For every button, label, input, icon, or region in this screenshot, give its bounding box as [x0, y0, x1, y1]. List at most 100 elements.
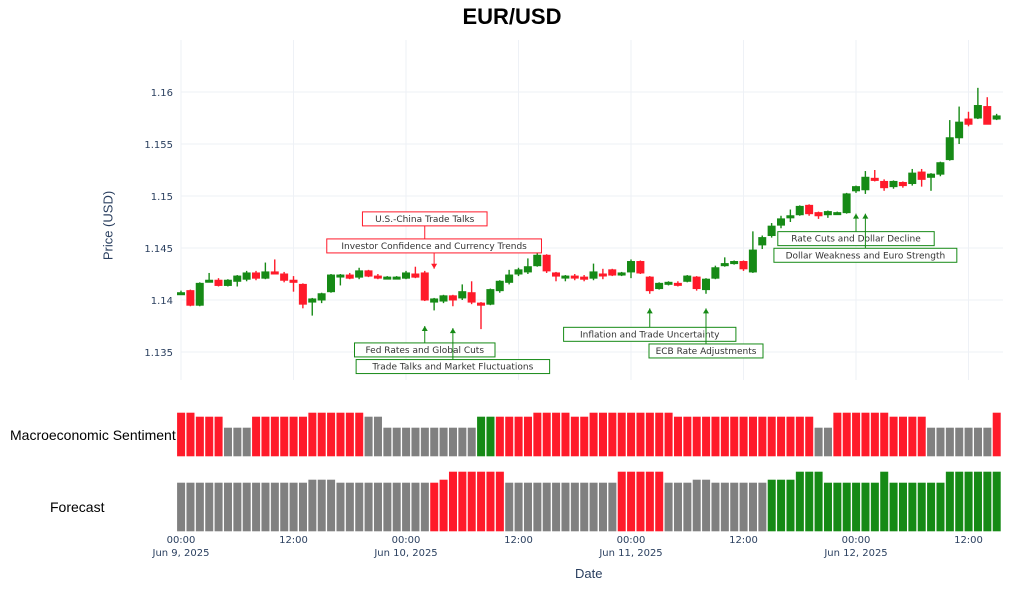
forecast-bar [805, 471, 814, 532]
candle-body [186, 290, 195, 306]
sentiment-bar [861, 412, 870, 457]
annotation-arrowhead-icon [703, 308, 709, 314]
candle [177, 290, 185, 296]
annotation-box [361, 211, 488, 227]
candle-body [458, 291, 467, 299]
sentiment-bar [392, 427, 401, 457]
candle [542, 254, 551, 273]
x-tick-label: 00:00 [617, 535, 646, 546]
candle-body [739, 261, 748, 270]
candle [355, 267, 364, 280]
forecast-bar [570, 482, 579, 532]
candle-body [720, 263, 729, 267]
candle [842, 192, 851, 214]
forecast-bar [645, 471, 654, 532]
candle-body [177, 292, 185, 296]
forecast-bar [439, 479, 448, 532]
sentiment-bar [823, 427, 832, 457]
candle [711, 265, 720, 280]
annotation-box [648, 343, 764, 359]
forecast-bar [983, 471, 992, 532]
candle-body [908, 172, 917, 185]
candle [439, 294, 448, 304]
candle [570, 274, 579, 281]
forecast-bar [795, 471, 804, 532]
sentiment-bar [252, 416, 261, 457]
forecast-row-label: Forecast [50, 499, 105, 515]
forecast-bar [392, 482, 401, 532]
candle [730, 260, 739, 265]
forecast-bar [270, 482, 279, 532]
forecast-bar [814, 471, 823, 532]
sentiment-bar [383, 427, 392, 457]
sentiment-bar [467, 427, 476, 457]
forecast-bar [870, 482, 879, 532]
sentiment-bar [908, 416, 917, 457]
y-tick-label: 1.145 [144, 244, 173, 255]
sentiment-bar [711, 416, 720, 457]
forecast-bar [205, 482, 214, 532]
candle-body [533, 254, 542, 267]
candle-body [505, 274, 514, 283]
x-tick-label: 00:00 [167, 535, 196, 546]
candle-body [430, 298, 439, 303]
sentiment-bar [486, 416, 495, 457]
candle-body [692, 276, 701, 290]
candle [739, 260, 748, 271]
sentiment-bar [964, 427, 973, 457]
candle-body [570, 275, 579, 279]
forecast-bar [308, 479, 317, 532]
candle [823, 210, 832, 218]
candle [514, 267, 523, 277]
sentiment-bar [992, 412, 1001, 457]
x-tick-date: Jun 11, 2025 [598, 548, 662, 559]
candle-body [880, 180, 889, 189]
sentiment-bar [936, 427, 945, 457]
candle-body [861, 176, 870, 191]
candle-body [777, 218, 785, 226]
candle-body [842, 193, 851, 214]
sentiment-bar [739, 416, 748, 457]
candle-body [795, 205, 804, 216]
candle [430, 297, 439, 311]
sentiment-bar [777, 416, 786, 457]
forecast-bar [720, 482, 729, 532]
sentiment-bar [748, 416, 757, 457]
candle [655, 282, 664, 290]
sentiment-row-label: Macroeconomic Sentiment [10, 427, 176, 443]
sentiment-bar [692, 416, 701, 457]
sentiment-bar [411, 427, 420, 457]
annotation-text: Trade Talks and Market Fluctuations [371, 363, 533, 373]
annotation-text: Fed Rates and Global Cuts [365, 346, 484, 356]
annotation-text: ECB Rate Adjustments [656, 347, 757, 357]
sentiment-bar [870, 412, 879, 457]
forecast-bar [617, 471, 626, 532]
candle-body [870, 177, 879, 181]
sentiment-bar [505, 416, 514, 457]
candle-body [317, 293, 326, 301]
candle-body [823, 211, 832, 216]
candle-body [223, 279, 232, 286]
candle-body [270, 271, 279, 275]
annotation: Dollar Weakness and Euro Strength [773, 213, 958, 263]
forecast-bar [673, 482, 682, 532]
sentiment-bar [683, 416, 692, 457]
candle [955, 106, 964, 144]
sentiment-bar [214, 416, 223, 457]
candle-body [439, 295, 448, 302]
forecast-bar [420, 482, 429, 532]
candle-body [589, 271, 598, 279]
forecast-bar [458, 471, 467, 532]
candle [898, 181, 907, 188]
sentiment-bar [889, 416, 898, 457]
annotation-arrowhead-icon [646, 308, 653, 314]
sentiment-bar [852, 412, 861, 457]
candle-body [373, 275, 382, 279]
candle [758, 235, 767, 250]
candle [795, 205, 804, 216]
chart-title: EUR/USD [462, 4, 562, 29]
candle [223, 279, 232, 287]
candle [298, 283, 307, 309]
candle-body [561, 275, 570, 279]
